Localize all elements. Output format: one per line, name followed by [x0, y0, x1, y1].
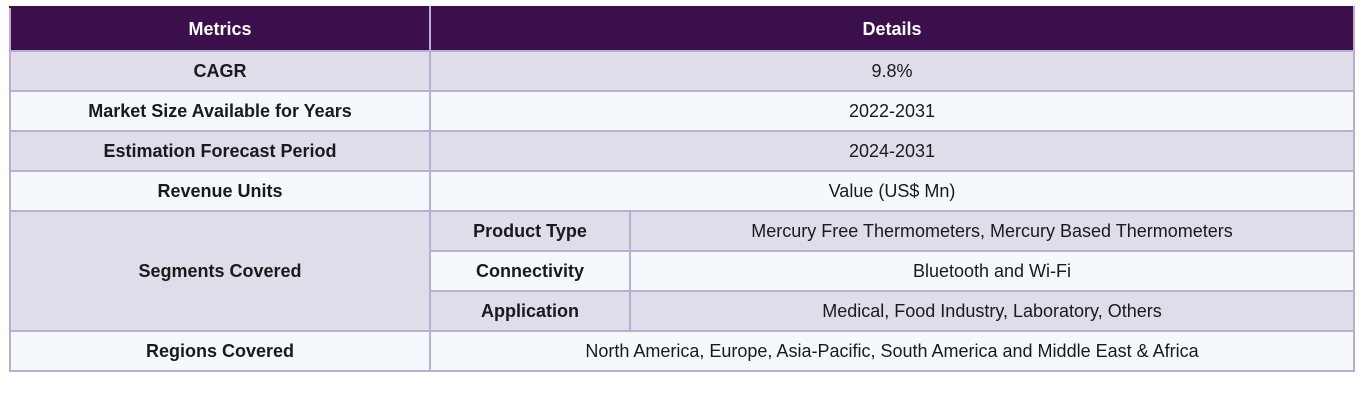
segment-name-connectivity: Connectivity [429, 250, 631, 292]
table-header: Metrics Details [9, 6, 1355, 52]
header-metrics: Metrics [9, 6, 431, 52]
segment-value-connectivity: Bluetooth and Wi-Fi [629, 250, 1355, 292]
table-row-cagr: CAGR 9.8% [9, 50, 1355, 92]
regions-label: Regions Covered [9, 330, 431, 372]
forecast-value: 2024-2031 [429, 130, 1355, 172]
market-size-value: 2022-2031 [429, 90, 1355, 132]
regions-value: North America, Europe, Asia-Pacific, Sou… [429, 330, 1355, 372]
header-row: Metrics Details [9, 6, 1355, 52]
cagr-label: CAGR [9, 50, 431, 92]
table-row-revenue-units: Revenue Units Value (US$ Mn) [9, 170, 1355, 212]
segment-value-product-type: Mercury Free Thermometers, Mercury Based… [629, 210, 1355, 252]
cagr-value: 9.8% [429, 50, 1355, 92]
revenue-units-label: Revenue Units [9, 170, 431, 212]
segment-name-application: Application [429, 290, 631, 332]
segment-name-product-type: Product Type [429, 210, 631, 252]
table-row-segment-product-type: Segments Covered Product Type Mercury Fr… [9, 210, 1355, 332]
header-details: Details [429, 6, 1355, 52]
report-scope-table: Metrics Details CAGR 9.8% Market Size Av… [9, 6, 1355, 372]
table-row-segment-connectivity: Connectivity Bluetooth and Wi-Fi [10, 250, 1355, 292]
segments-label: Segments Covered [9, 210, 431, 332]
table-row-forecast: Estimation Forecast Period 2024-2031 [9, 130, 1355, 172]
segment-value-application: Medical, Food Industry, Laboratory, Othe… [629, 290, 1355, 332]
market-size-label: Market Size Available for Years [9, 90, 431, 132]
forecast-label: Estimation Forecast Period [9, 130, 431, 172]
table-row-regions: Regions Covered North America, Europe, A… [9, 330, 1355, 372]
table-row-market-size: Market Size Available for Years 2022-203… [9, 90, 1355, 132]
revenue-units-value: Value (US$ Mn) [429, 170, 1355, 212]
